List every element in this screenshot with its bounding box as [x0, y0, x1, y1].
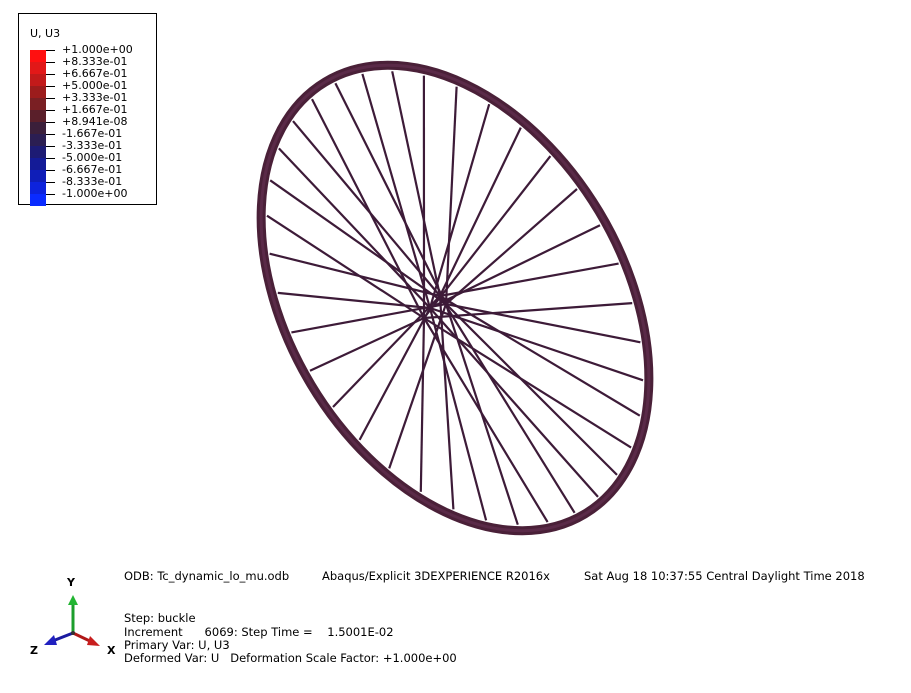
- axis-triad: Y X Z: [26, 575, 116, 664]
- spoke: [269, 252, 441, 298]
- spoke: [423, 155, 552, 319]
- deformed-var: Deformed Var: U Deformation Scale Factor…: [124, 651, 457, 665]
- wheel-spokes: [266, 71, 644, 526]
- legend-title: U, U3: [30, 27, 61, 40]
- legend-swatch: [30, 170, 46, 182]
- spoke: [266, 214, 425, 319]
- legend-level-label: +6.667e-01: [62, 67, 128, 80]
- legend-swatch: [30, 134, 46, 146]
- spoke: [309, 317, 425, 372]
- legend-level-label: +3.333e-01: [62, 91, 128, 104]
- spoke: [358, 307, 431, 441]
- spoke: [445, 302, 641, 344]
- legend-level-label: -5.000e-01: [62, 151, 123, 164]
- legend-tick: [46, 98, 55, 99]
- legend-tick: [46, 62, 55, 63]
- legend-level-label: -1.667e-01: [62, 127, 123, 140]
- spoke: [391, 71, 442, 297]
- spoke: [429, 306, 644, 382]
- step-name: Step: buckle: [124, 611, 196, 625]
- legend-level-label: +1.000e+00: [62, 43, 133, 56]
- legend-level-label: +1.667e-01: [62, 103, 128, 116]
- spoke: [292, 120, 441, 297]
- legend-tick: [46, 146, 55, 147]
- legend-tick: [46, 122, 55, 123]
- spoke: [438, 295, 455, 510]
- legend-swatch: [30, 158, 46, 170]
- wheel-rim: [256, 60, 654, 536]
- legend-tick: [46, 134, 55, 135]
- spoke: [444, 303, 519, 526]
- rim-outer: [256, 60, 654, 536]
- spoke: [361, 73, 432, 309]
- spoke: [439, 295, 576, 514]
- primary-var: Primary Var: U, U3: [124, 638, 230, 652]
- timestamp: Sat Aug 18 10:37:55 Central Daylight Tim…: [584, 569, 865, 583]
- odb-name: ODB: Tc_dynamic_lo_mu.odb: [124, 569, 290, 583]
- legend-swatch: [30, 62, 46, 74]
- legend-level-label: -1.000e+00: [62, 187, 128, 200]
- legend-swatch: [30, 74, 46, 86]
- spoke: [445, 188, 578, 305]
- legend-tick: [46, 86, 55, 87]
- legend-tick: [46, 170, 55, 171]
- legend-level-label: -6.667e-01: [62, 163, 123, 176]
- contour-legend: U, U3 +1.000e+00 +8.333e-01 +6.667e-01 +5.0…: [18, 13, 157, 206]
- legend-swatch: [30, 50, 46, 62]
- legend-level-label: +5.000e-01: [62, 79, 128, 92]
- legend-tick: [46, 74, 55, 75]
- legend-level-label: -3.333e-01: [62, 139, 123, 152]
- legend-level-label: +8.333e-01: [62, 55, 128, 68]
- z-axis-label: Z: [30, 644, 38, 657]
- legend-swatch: [30, 182, 46, 194]
- legend-level-label: -8.333e-01: [62, 175, 123, 188]
- legend-tick: [46, 110, 55, 111]
- legend-tick: [46, 182, 55, 183]
- spoke: [445, 303, 618, 476]
- spoke: [428, 103, 491, 309]
- rim-highlight: [259, 63, 651, 533]
- spoke: [334, 82, 447, 305]
- spoke: [439, 127, 522, 297]
- legend-tick: [46, 50, 55, 51]
- y-axis-label: Y: [67, 576, 75, 589]
- legend-swatch: [30, 86, 46, 98]
- spoke: [419, 317, 426, 492]
- solver-version: Abaqus/Explicit 3DEXPERIENCE R2016x: [322, 569, 550, 583]
- spoke: [439, 262, 619, 298]
- legend-tick: [46, 194, 55, 195]
- legend-tick: [46, 158, 55, 159]
- spoke: [428, 307, 488, 521]
- legend-swatch: [30, 98, 46, 110]
- legend-swatch: [30, 110, 46, 122]
- increment-info: Increment 6069: Step Time = 1.5001E-02: [124, 625, 394, 639]
- spoke: [444, 86, 458, 305]
- spoke: [439, 295, 641, 417]
- legend-level-label: +8.941e-08: [62, 115, 128, 128]
- legend-swatch: [30, 146, 46, 158]
- x-axis-label: X: [107, 644, 116, 657]
- spoke: [388, 303, 448, 469]
- legend-swatch: [30, 122, 46, 134]
- triad-arrows-icon: [44, 595, 100, 646]
- spoke: [311, 98, 425, 319]
- legend-swatch: [30, 194, 46, 206]
- spoke: [269, 179, 447, 305]
